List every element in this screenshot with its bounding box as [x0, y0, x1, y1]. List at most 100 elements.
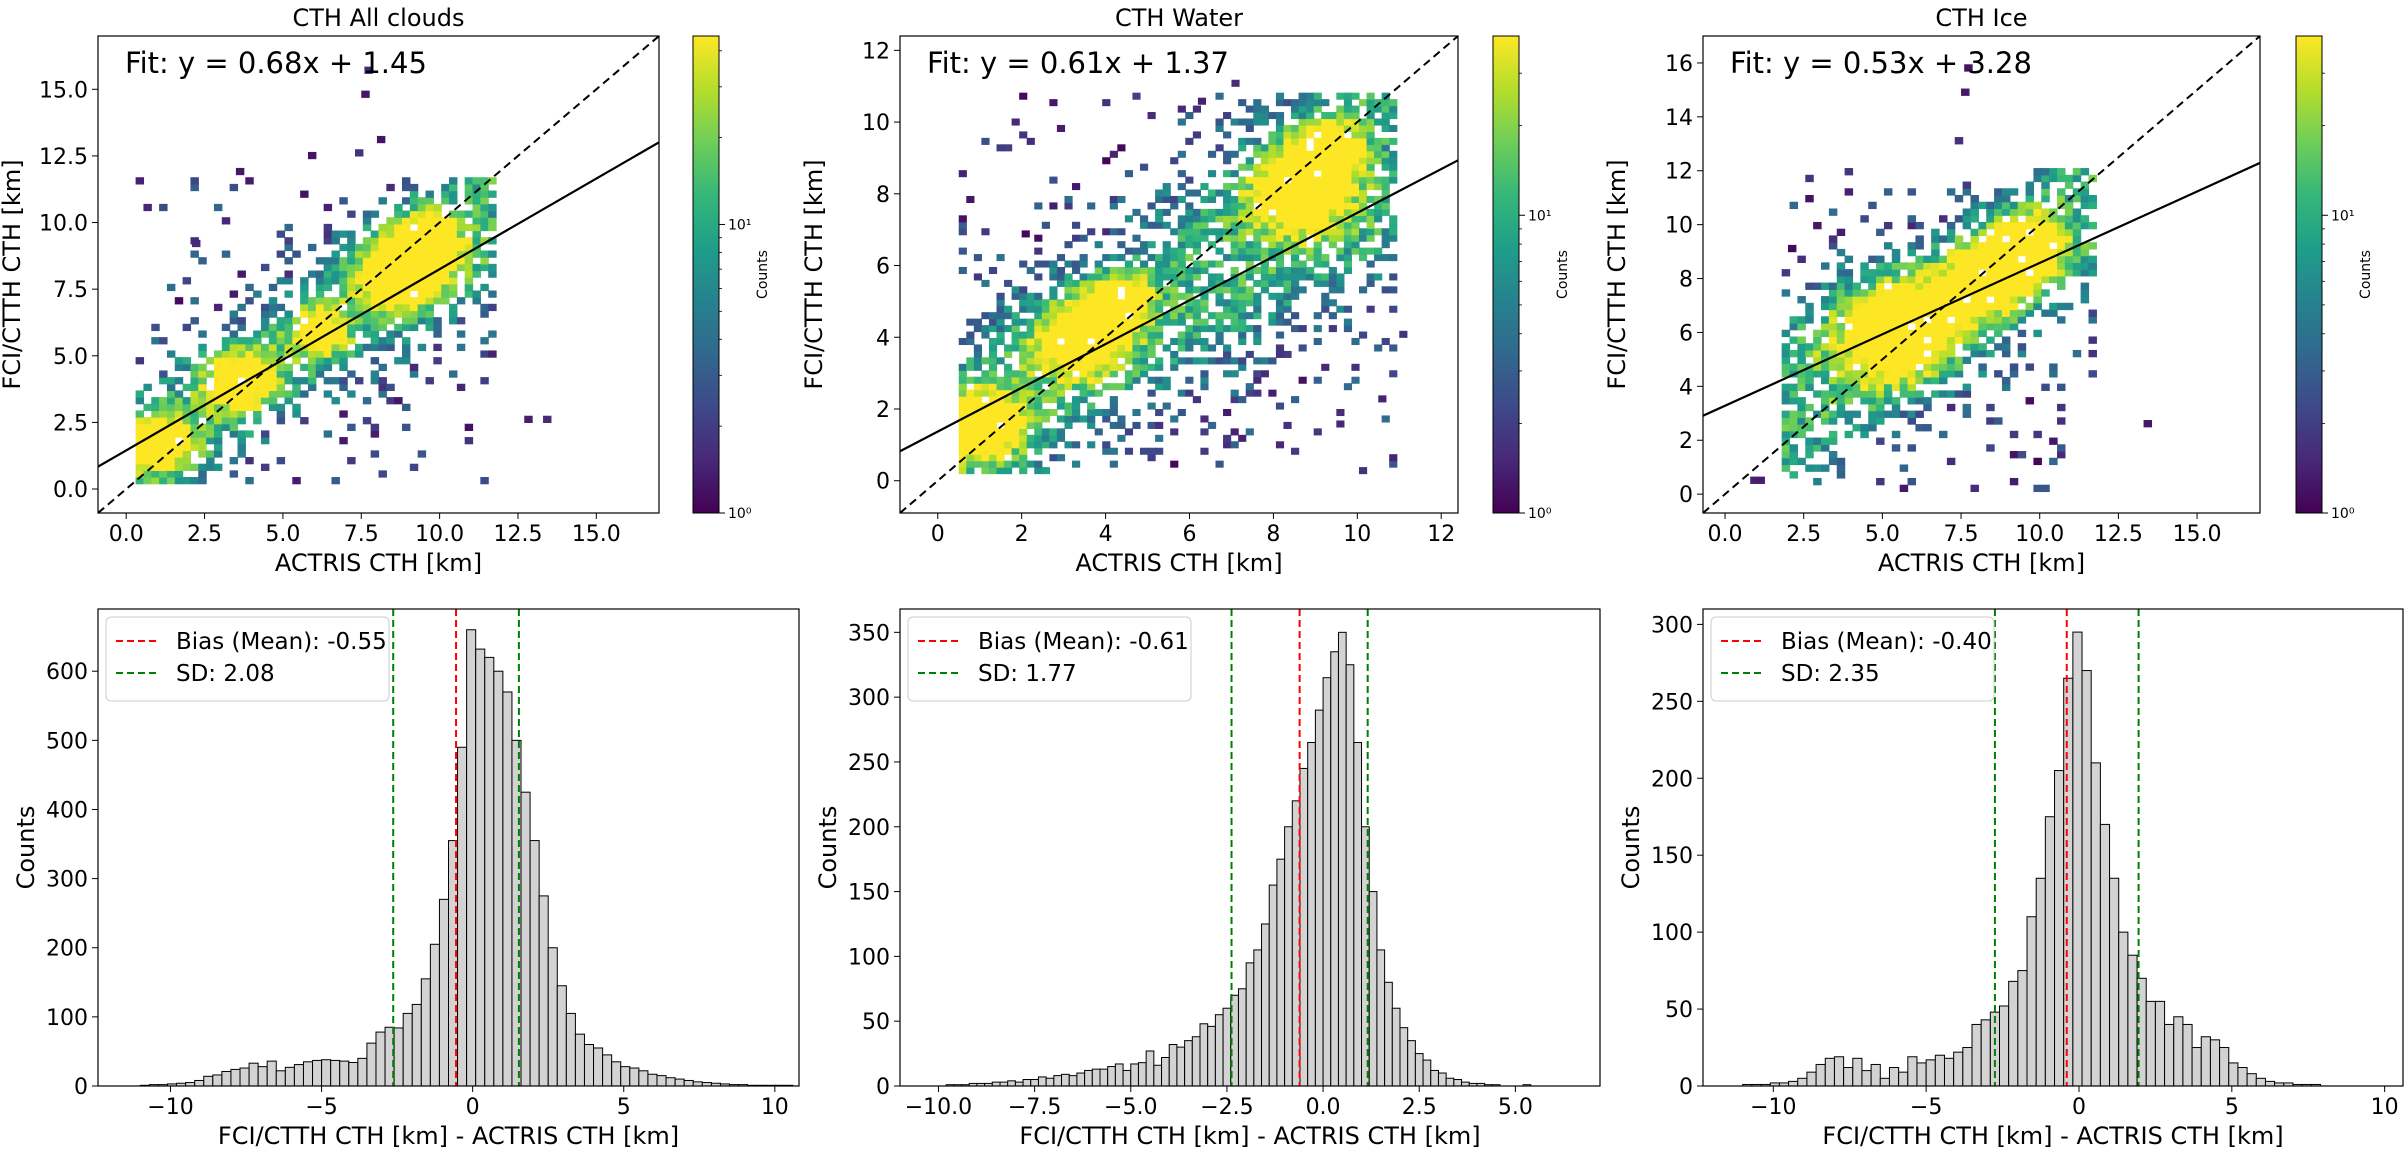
heatmap-cell — [441, 277, 450, 285]
heatmap-cell — [1351, 92, 1360, 100]
heatmap-cell — [1298, 195, 1307, 204]
heatmap-cell — [1230, 195, 1239, 204]
heatmap-cell — [480, 477, 489, 485]
heatmap-cell — [1185, 357, 1194, 365]
heatmap-cell — [988, 266, 998, 275]
heatmap-cell — [1328, 163, 1337, 171]
heatmap-cell — [2057, 444, 2066, 452]
heatmap-cell — [1994, 296, 2003, 304]
heatmap-cell — [260, 397, 270, 405]
heatmap-cell — [1907, 444, 1917, 452]
heatmap-cell — [1891, 316, 1901, 324]
heatmap-cell — [1238, 195, 1247, 204]
heatmap-cell — [2088, 316, 2097, 324]
histogram-bar — [620, 1066, 631, 1087]
heatmap-cell — [354, 323, 364, 332]
heatmap-cell — [1328, 131, 1337, 139]
heatmap-cell — [1034, 396, 1043, 404]
heatmap-cell — [456, 217, 466, 225]
heatmap-cell — [417, 230, 427, 238]
heatmap-cell — [1102, 350, 1111, 358]
heatmap-cell — [1215, 208, 1224, 216]
heatmap-cell — [206, 357, 215, 365]
heatmap-cell — [1087, 286, 1096, 294]
histogram-bar — [393, 1027, 404, 1087]
heatmap-cell — [2033, 296, 2042, 304]
heatmap-cell — [1245, 428, 1254, 436]
heatmap-cell — [1298, 157, 1307, 165]
heatmap-cell — [1291, 234, 1300, 242]
heatmap-cell — [213, 463, 223, 471]
colorbar — [1492, 35, 1520, 514]
heatmap-cell — [1828, 363, 1838, 371]
heatmap-cell — [1245, 312, 1254, 320]
heatmap-cell — [1109, 363, 1118, 371]
heatmap-cell — [1253, 241, 1262, 249]
heatmap-cell — [268, 343, 278, 352]
heatmap-cell — [2025, 275, 2035, 284]
heatmap-cell — [480, 177, 489, 185]
heatmap-cell — [1915, 309, 1924, 317]
heatmap-cell — [1162, 183, 1171, 191]
heatmap-cell — [1994, 323, 2003, 331]
heatmap-cell — [1079, 325, 1088, 333]
heatmap-cell — [981, 228, 990, 236]
heatmap-cell — [433, 237, 442, 245]
heatmap-cell — [1321, 221, 1330, 229]
heatmap-cell — [1313, 247, 1322, 255]
heatmap-cell — [1907, 275, 1917, 284]
heatmap-cell — [1805, 195, 1814, 203]
heatmap-cell — [464, 197, 474, 205]
heatmap-cell — [1328, 170, 1337, 178]
heatmap-cell — [1899, 410, 1909, 418]
heatmap-cell — [1351, 118, 1360, 126]
heatmap-cell — [958, 447, 967, 455]
heatmap-cell — [1389, 221, 1398, 229]
heatmap-cell — [988, 441, 998, 449]
heatmap-cell — [1923, 363, 1932, 371]
heatmap-cell — [464, 177, 474, 185]
histogram-bar — [1068, 1075, 1078, 1087]
heatmap-cell — [292, 343, 301, 352]
heatmap-cell — [1192, 105, 1201, 113]
histogram-bar — [2264, 1080, 2276, 1087]
heatmap-cell — [354, 257, 364, 265]
heatmap-cell — [1336, 131, 1345, 139]
heatmap-cell — [425, 203, 434, 212]
heatmap3-ytick-label: 10 — [1665, 214, 1693, 239]
heatmap-cell — [1891, 309, 1901, 317]
heatmap-cell — [1343, 241, 1353, 249]
heatmap-cell — [1813, 464, 1822, 472]
heatmap-cell — [159, 477, 168, 485]
heatmap-cell — [1876, 477, 1885, 486]
heatmap-cell — [1072, 376, 1081, 384]
heatmap-cell — [1915, 235, 1924, 243]
heatmap-cell — [1223, 189, 1232, 197]
heatmap-cell — [1185, 325, 1194, 333]
heatmap-cell — [1821, 363, 1830, 371]
heatmap-cell — [2080, 188, 2090, 196]
heatmap-cell — [1223, 202, 1232, 210]
heatmap-cell — [1291, 112, 1300, 120]
heatmap-cell — [323, 310, 333, 318]
heatmap-cell — [1828, 356, 1838, 365]
heatmap-cell — [1313, 92, 1322, 100]
histogram-bar — [1084, 1069, 1093, 1087]
heatmap-cell — [1313, 325, 1322, 333]
heatmap-cell — [1931, 390, 1940, 398]
heatmap-cell — [1868, 282, 1877, 290]
heatmap-cell — [307, 337, 317, 345]
heatmap-cell — [480, 223, 489, 232]
histogram-bar — [2154, 1000, 2166, 1087]
heatmap-cell — [1162, 402, 1171, 410]
heatmap-cell — [1253, 234, 1262, 242]
histogram-bar — [1091, 1068, 1101, 1087]
heatmap-cell — [1781, 410, 1791, 418]
hist2-ytick-label: 100 — [848, 945, 890, 970]
heatmap-cell — [1079, 337, 1088, 346]
heatmap-cell — [347, 263, 356, 272]
heatmap-cell — [425, 290, 434, 298]
histogram-bar — [1852, 1057, 1863, 1087]
heatmap-cell — [1064, 350, 1073, 358]
heatmap-cell — [1275, 266, 1285, 275]
